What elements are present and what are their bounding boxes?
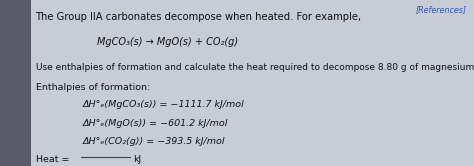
Text: The Group IIA carbonates decompose when heated. For example,: The Group IIA carbonates decompose when …	[36, 12, 362, 22]
Text: Heat =: Heat =	[36, 155, 69, 164]
Text: ΔH°ₑ(MgO(s)) = −601.2 kJ/mol: ΔH°ₑ(MgO(s)) = −601.2 kJ/mol	[83, 119, 228, 128]
Text: ΔH°ₑ(MgCO₃(s)) = −1111.7 kJ/mol: ΔH°ₑ(MgCO₃(s)) = −1111.7 kJ/mol	[83, 100, 245, 109]
Bar	[0, 0, 31, 166]
Text: ΔH°ₑ(CO₂(g)) = −393.5 kJ/mol: ΔH°ₑ(CO₂(g)) = −393.5 kJ/mol	[83, 137, 226, 146]
Text: kJ: kJ	[133, 155, 141, 164]
Text: Enthalpies of formation:: Enthalpies of formation:	[36, 83, 150, 92]
Text: Use enthalpies of formation and calculate the heat required to decompose 8.80 g : Use enthalpies of formation and calculat…	[36, 63, 474, 72]
Text: [References]: [References]	[416, 5, 467, 14]
Text: MgCO₃(s) → MgO(s) + CO₂(g): MgCO₃(s) → MgO(s) + CO₂(g)	[97, 37, 238, 47]
